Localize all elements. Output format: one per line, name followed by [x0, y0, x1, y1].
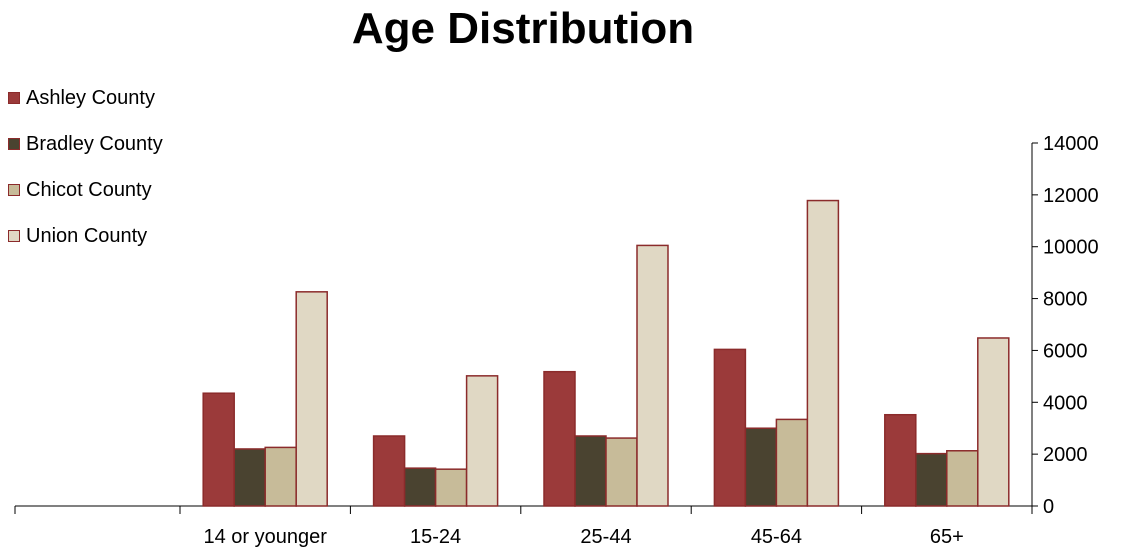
legend-item-union: Union County	[8, 224, 163, 248]
y-tick-label: 12000	[1043, 185, 1099, 207]
bar-ashley-county-2	[543, 370, 576, 507]
bar-union-county-3	[806, 199, 840, 507]
legend-label-bradley: Bradley County	[26, 132, 163, 155]
y-tick-label: 4000	[1043, 392, 1088, 414]
legend-item-chicot: Chicot County	[8, 178, 163, 202]
x-tick-label: 65+	[930, 526, 964, 548]
bar-union-county-2	[636, 244, 669, 507]
legend-swatch-ashley	[8, 92, 20, 104]
legend-swatch-bradley	[8, 138, 20, 150]
legend: Ashley County Bradley County Chicot Coun…	[8, 86, 163, 270]
bar-chicot-county-0	[264, 446, 297, 507]
chart-title: Age Distribution	[351, 4, 695, 53]
legend-swatch-union	[8, 230, 20, 242]
x-tick-label: 25-44	[580, 526, 631, 548]
legend-label-union: Union County	[26, 224, 148, 247]
bar-ashley-county-0	[202, 392, 235, 507]
y-tick-label: 10000	[1043, 237, 1099, 259]
legend-label-ashley: Ashley County	[26, 86, 155, 109]
x-tick-label: 15-24	[410, 526, 461, 548]
x-tick-label: 14 or younger	[203, 526, 327, 548]
bar-chicot-county-1	[434, 468, 468, 507]
legend-label-chicot: Chicot County	[26, 178, 152, 201]
legend-item-ashley: Ashley County	[8, 86, 163, 110]
bar-ashley-county-1	[372, 435, 406, 507]
bar-chicot-county-4	[946, 450, 979, 507]
bar-bradley-county-2	[574, 435, 607, 507]
bar-chicot-county-3	[775, 418, 809, 507]
bar-union-county-1	[465, 375, 499, 507]
y-tick-label: 14000	[1043, 133, 1099, 155]
legend-swatch-chicot	[8, 184, 20, 196]
x-tick-label: 45-64	[751, 526, 802, 548]
y-tick-label: 6000	[1043, 340, 1088, 362]
bar-union-county-0	[295, 291, 328, 507]
bar-ashley-county-3	[713, 348, 747, 507]
y-tick-label: 8000	[1043, 289, 1088, 311]
bar-ashley-county-4	[884, 413, 917, 507]
y-tick-label: 2000	[1043, 444, 1088, 466]
bar-chicot-county-2	[605, 437, 638, 507]
bar-bradley-county-1	[403, 467, 437, 507]
bar-bradley-county-3	[744, 427, 778, 507]
bar-bradley-county-4	[915, 452, 948, 507]
bar-bradley-county-0	[233, 448, 266, 507]
y-tick-label: 0	[1043, 496, 1054, 518]
legend-item-bradley: Bradley County	[8, 132, 163, 156]
bar-union-county-4	[977, 337, 1010, 507]
